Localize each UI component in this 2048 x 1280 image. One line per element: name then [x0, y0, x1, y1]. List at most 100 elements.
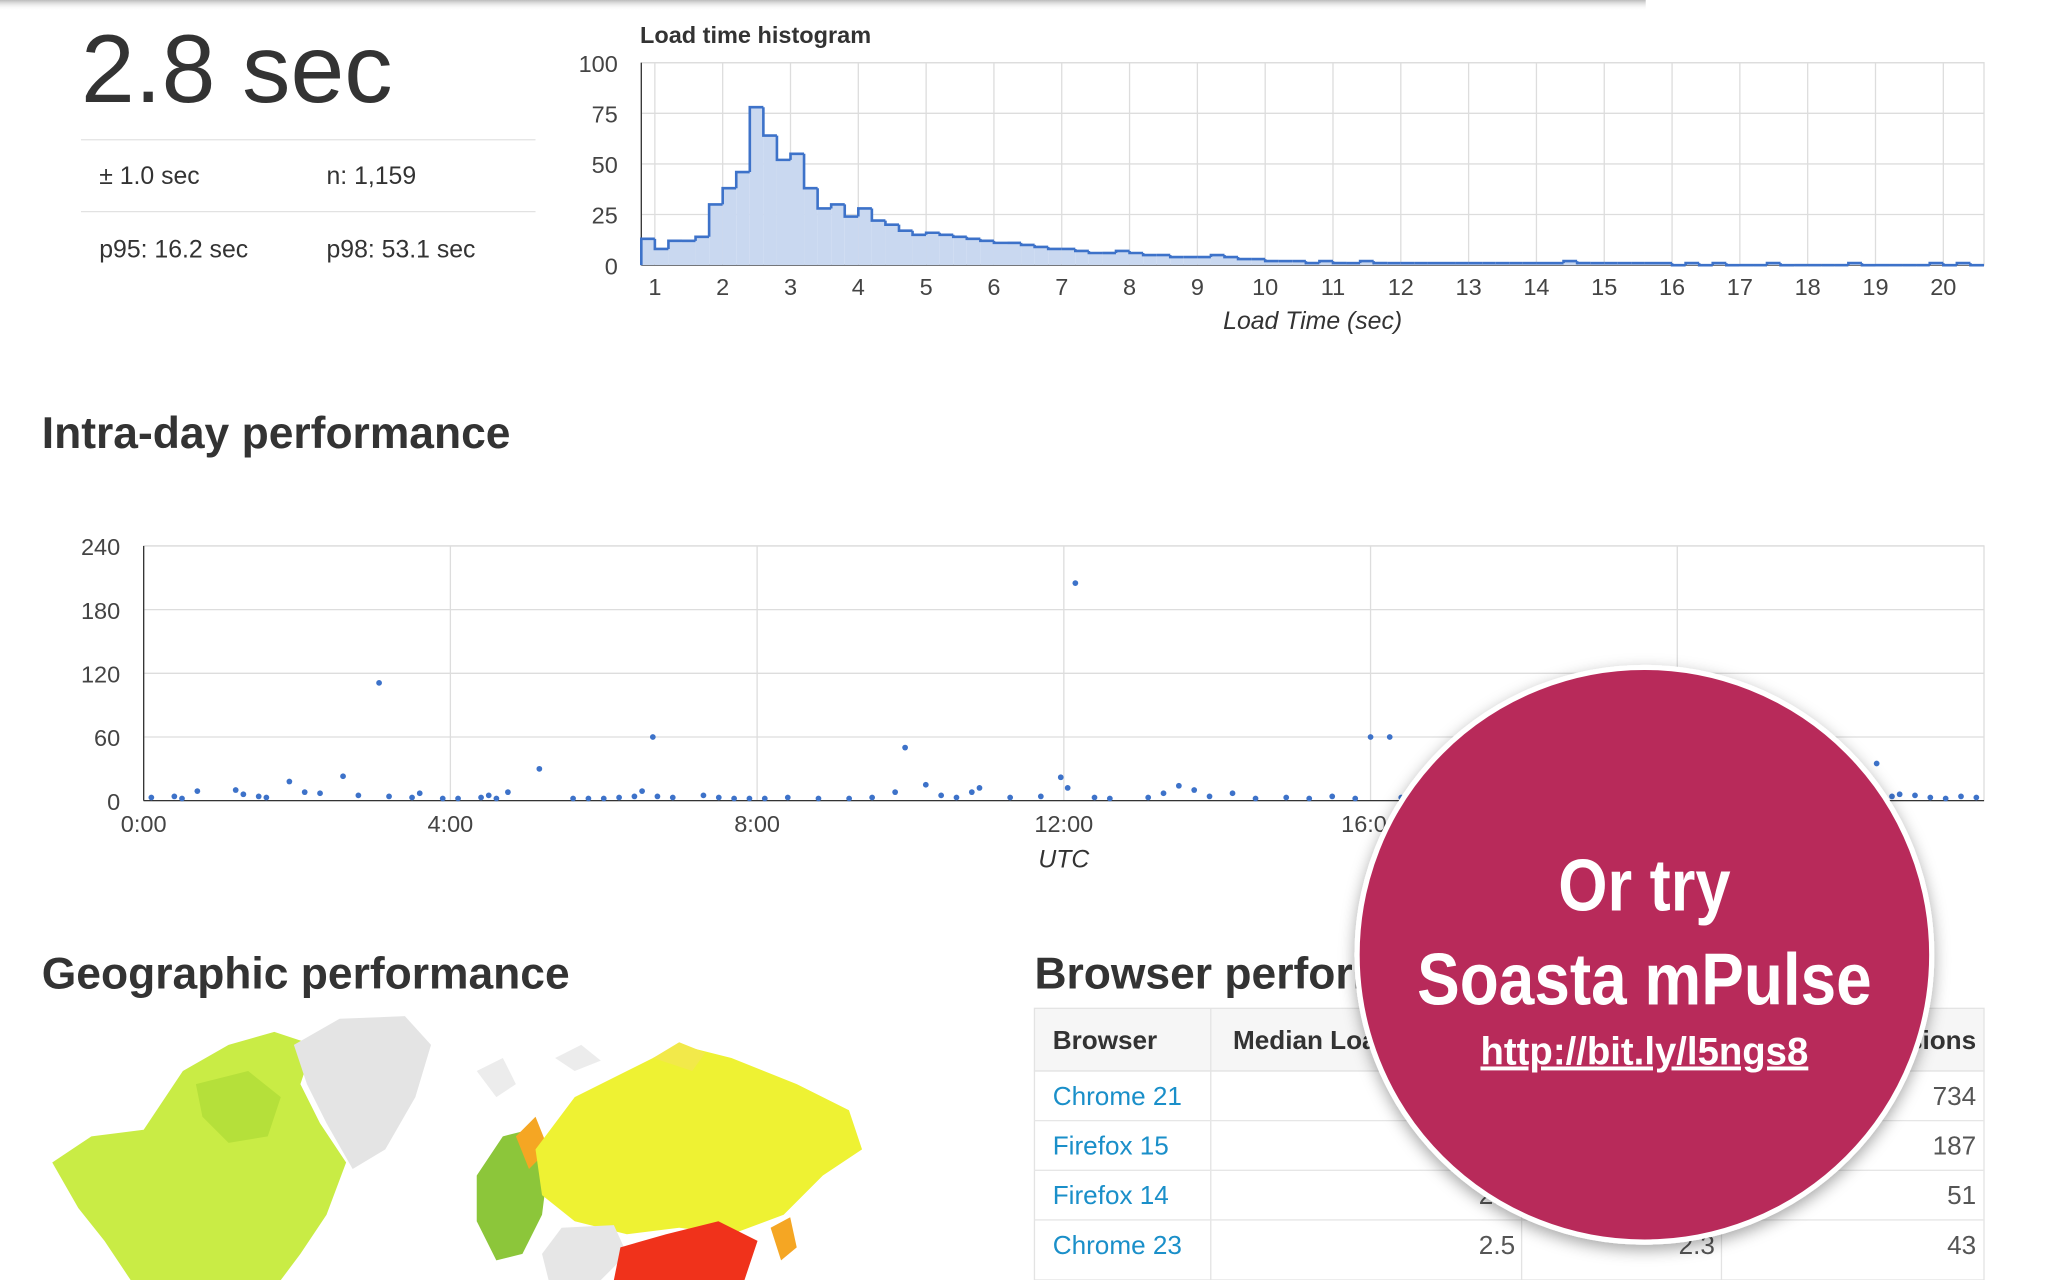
histogram-outline	[1562, 259, 1578, 264]
promo-circle	[1354, 664, 1935, 1245]
sample-count: n: 1,159	[327, 163, 417, 190]
scatter-point	[232, 787, 239, 793]
browser-link[interactable]: Firefox 14	[1053, 1180, 1169, 1210]
histogram-outline	[1928, 261, 1944, 266]
histogram-outline	[951, 234, 967, 239]
histogram-outline	[762, 107, 777, 137]
scatter-point	[485, 792, 492, 799]
scatter-point	[892, 789, 899, 796]
x-tick-label: 20	[1930, 274, 1956, 300]
scatter-point	[1942, 795, 1949, 802]
histogram-outline	[843, 204, 859, 218]
scatter-point	[1896, 791, 1903, 798]
scatter-point	[340, 773, 346, 780]
promo-line: Soasta mPulse	[1417, 939, 1872, 1020]
histogram-outline	[1860, 263, 1876, 267]
scatter-point	[536, 765, 543, 772]
region	[770, 1217, 797, 1261]
table-cell: 51	[1947, 1180, 1976, 1210]
region	[653, 1042, 706, 1072]
region	[476, 1057, 516, 1098]
histogram-outline	[789, 152, 805, 160]
histogram-bar	[871, 220, 886, 266]
scatter-point	[784, 794, 791, 801]
histogram-bar	[1115, 250, 1130, 266]
scatter-point	[255, 793, 262, 800]
scatter-point	[616, 794, 622, 801]
y-tick-label: 0	[107, 789, 120, 815]
scatter-point	[1306, 795, 1313, 802]
scatter-point	[455, 795, 461, 802]
histogram-outline	[911, 230, 927, 237]
histogram-bar	[1048, 248, 1062, 266]
histogram-outline	[1209, 253, 1225, 258]
stddev: ± 1.0 sec	[99, 163, 199, 190]
scatter-point	[1927, 794, 1934, 801]
y-tick-label: 240	[81, 534, 120, 560]
histogram-bar	[763, 135, 777, 266]
scatter-point	[976, 785, 983, 791]
histogram-bar	[1183, 257, 1198, 266]
histogram-outline	[1114, 249, 1130, 253]
scatter-point	[1229, 790, 1236, 797]
histogram-bar	[885, 224, 899, 266]
scatter-point	[938, 792, 945, 799]
x-axis-title: Load Time (sec)	[1223, 308, 1402, 335]
histogram-outline	[857, 207, 872, 217]
x-tick-label: 10	[1252, 274, 1278, 300]
region	[535, 1044, 863, 1235]
histogram-bar	[966, 238, 981, 266]
scatter-point	[922, 781, 929, 788]
histogram-outline	[640, 237, 655, 266]
histogram-bar	[1278, 261, 1293, 266]
histogram-outline	[1087, 250, 1103, 255]
histogram-outline	[734, 170, 750, 189]
histogram-bar	[1360, 261, 1374, 266]
y-tick-label: 50	[592, 152, 618, 178]
scatter-point	[355, 792, 362, 799]
scatter-point	[1958, 793, 1964, 800]
histogram-outline	[694, 235, 710, 241]
scatter-point	[1057, 774, 1064, 781]
histogram-bar	[858, 208, 872, 266]
y-tick-label: 0	[605, 253, 618, 279]
region	[542, 1225, 627, 1280]
x-axis-title: UTC	[1038, 846, 1090, 873]
scatter-point	[1973, 794, 1980, 801]
scatter-point	[1206, 793, 1213, 800]
histogram-outline	[1847, 261, 1862, 266]
histogram-outline	[992, 240, 1008, 245]
y-tick-label: 180	[81, 598, 120, 624]
table-cell: 2.5	[1479, 1230, 1515, 1260]
scatter-point	[1329, 793, 1336, 800]
scatter-point	[815, 795, 822, 802]
histogram-bar	[1129, 252, 1144, 266]
scatter-point	[416, 790, 423, 797]
scatter-point	[1252, 795, 1259, 802]
histogram-outline	[1304, 261, 1320, 265]
scatter-point	[376, 679, 382, 686]
browser-link[interactable]: Chrome 21	[1053, 1081, 1182, 1111]
histogram-outline	[1046, 246, 1062, 251]
histogram-outline	[1725, 263, 1740, 267]
histogram-outline	[965, 236, 981, 241]
scatter-point	[171, 793, 178, 800]
scatter-point	[1283, 794, 1290, 801]
histogram-bar	[1061, 248, 1076, 266]
histogram-bar	[1170, 257, 1184, 266]
promo-link[interactable]: http://bit.ly/l5ngs8	[1480, 1030, 1808, 1073]
histogram-outline	[1141, 252, 1157, 257]
scatter-point	[409, 794, 415, 801]
scatter-point	[317, 790, 323, 797]
scatter-point	[869, 794, 876, 801]
histogram-bar	[1034, 246, 1049, 266]
scatter-point	[639, 788, 645, 794]
browser-link[interactable]: Chrome 23	[1053, 1230, 1182, 1260]
scatter-point	[263, 794, 270, 801]
histogram-outline	[1955, 261, 1971, 266]
x-tick-label: 15	[1591, 274, 1617, 300]
browser-link[interactable]: Firefox 15	[1053, 1131, 1169, 1161]
x-tick-label: 16	[1659, 274, 1685, 300]
x-tick-label: 3	[784, 274, 797, 300]
